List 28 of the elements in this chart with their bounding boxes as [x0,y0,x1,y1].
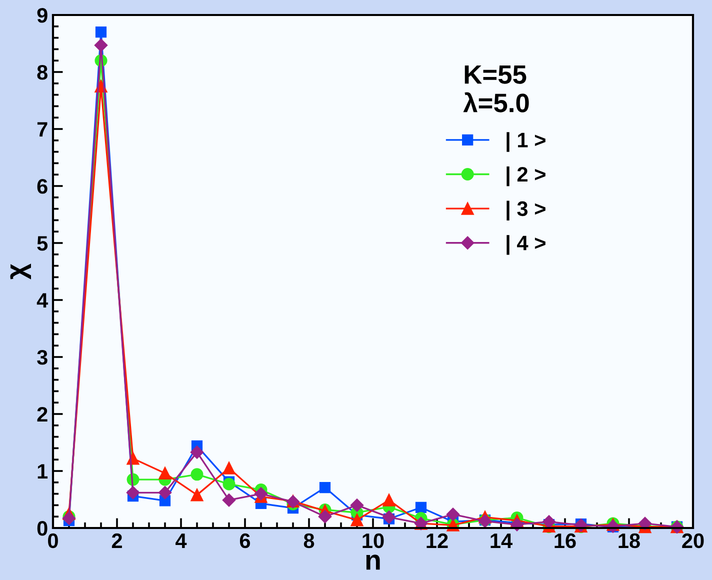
y-tick-label: 6 [37,179,48,194]
legend-label: | 3 > [506,200,546,220]
x-tick-label: 0 [48,533,58,548]
legend-title: K=55 λ=5.0 [463,66,529,112]
y-tick-label: 3 [37,350,48,365]
y-tick-label: 7 [37,122,48,137]
x-tick-label: 8 [304,533,314,548]
x-axis-title: n [366,554,380,570]
y-tick-label: 5 [37,236,48,251]
x-tick-label: 2 [112,533,122,548]
y-axis-title: χ [10,264,31,280]
legend-label: | 2 > [506,166,546,186]
y-tick-label: 2 [37,407,48,422]
x-tick-label: 10 [362,533,384,548]
x-tick-label: 4 [176,534,187,548]
y-tick-label: 1 [38,464,48,479]
y-tick-label: 4 [36,293,48,308]
y-tick-label: 9 [37,8,48,23]
y-tick-label: 8 [37,65,48,80]
x-tick-label: 12 [426,533,448,548]
x-tick-label: 20 [682,533,704,548]
x-tick-label: 14 [490,534,512,548]
x-tick-label: 16 [554,533,576,548]
legend-label: | 4 > [506,235,546,255]
x-tick-label: 18 [618,533,640,548]
legend-label: | 1 > [506,132,546,152]
x-tick-label: 6 [240,533,250,548]
y-tick-label: 0 [37,521,48,536]
